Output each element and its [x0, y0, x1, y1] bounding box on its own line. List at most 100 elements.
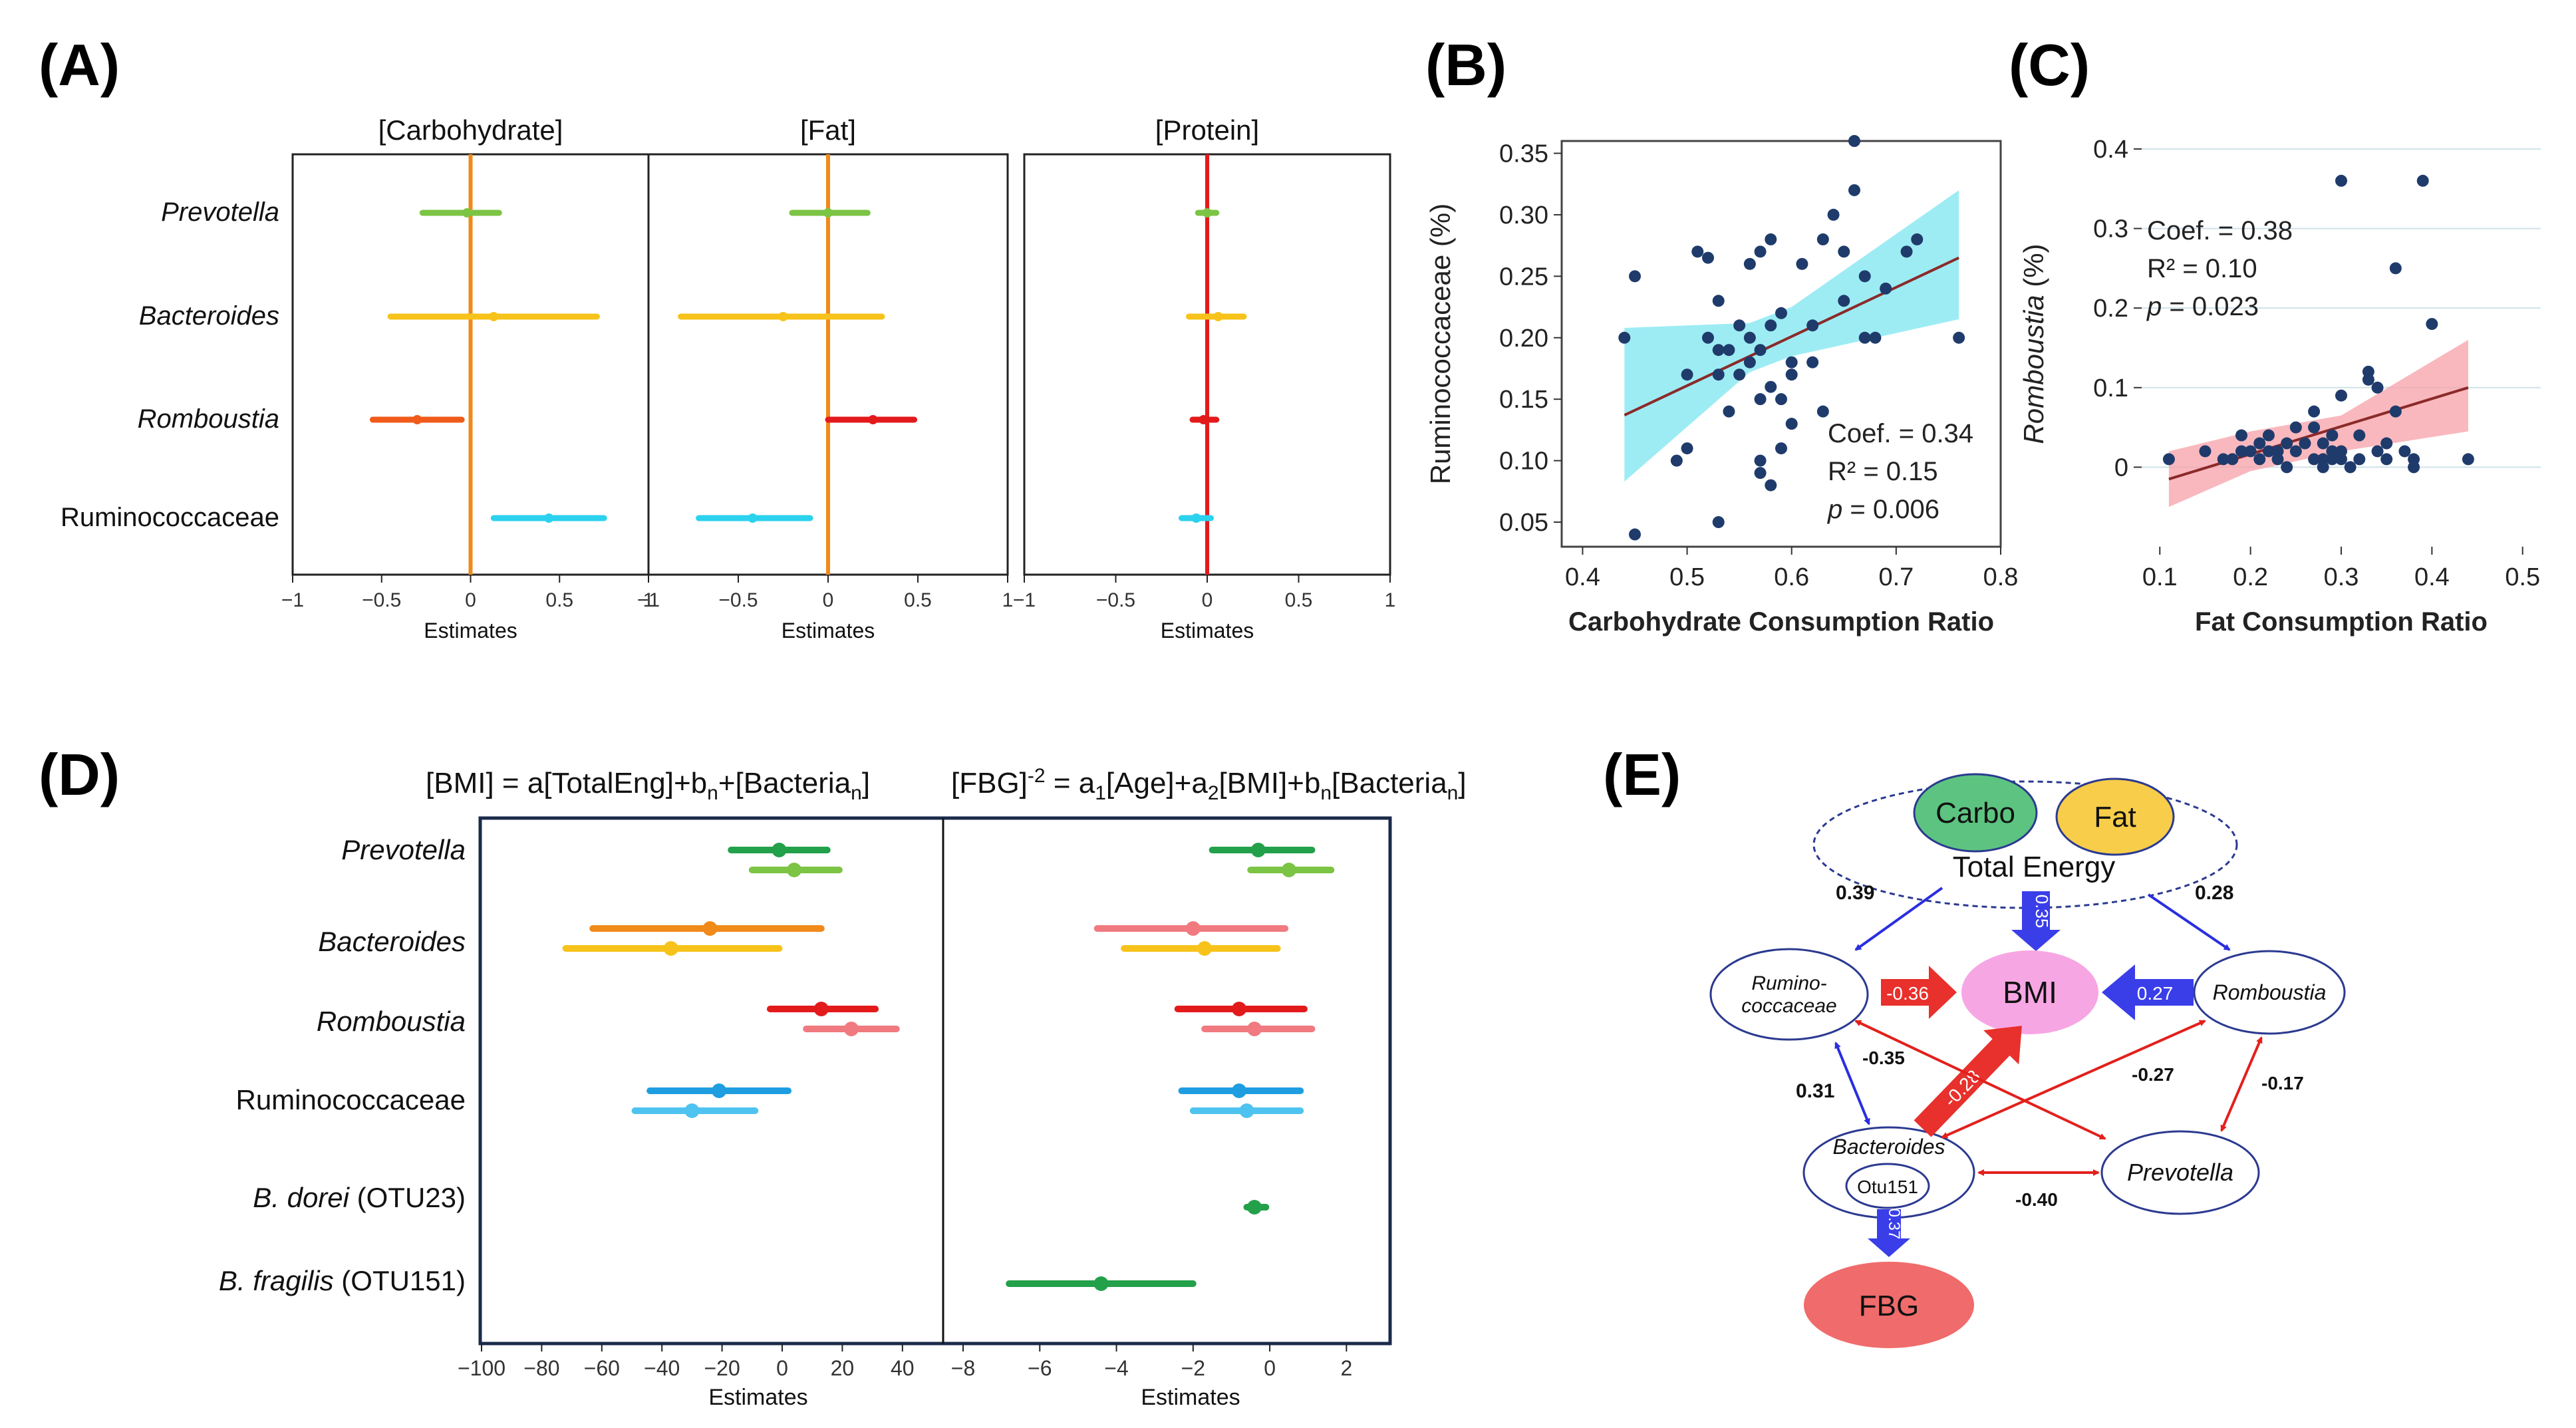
panel-b-data-point [1806, 356, 1819, 368]
panel-c-data-point [2353, 453, 2366, 466]
panel-b-data-point [1754, 245, 1767, 258]
panel-c-y-tick-label: 0.2 [2093, 295, 2128, 323]
panel-b-x-tick-label: 0.7 [1878, 563, 1914, 591]
panel-d-category-label: Bacteroides [318, 926, 466, 957]
panel-c-data-point [2362, 373, 2374, 386]
panel-c-annotation: p = 0.023 [2146, 292, 2259, 321]
panel-c-data-point [2317, 461, 2329, 474]
panel-d-title-right: [FBG]-2 = a1[Age]+a2[BMI]+bn[Bacterian] [951, 765, 1467, 804]
panel-b-data-point [1775, 442, 1787, 455]
panel-b-y-tick-label: 0.05 [1499, 509, 1548, 537]
panel-b-data-point [1681, 368, 1693, 381]
panel-b-x-tick-label: 0.6 [1774, 563, 1809, 591]
panel-c-data-point [2281, 437, 2293, 450]
bmi-node [1961, 950, 2098, 1034]
panel-c-data-point [2344, 461, 2357, 474]
panel-c-data-point [2353, 429, 2366, 442]
panel-d-estimate-point [787, 863, 802, 877]
panel-b-data-point [1785, 418, 1798, 430]
fbg-label: FBG [1859, 1290, 1919, 1322]
panel-d-estimate-point [843, 1022, 859, 1036]
panel-c-annotation: Coef. = 0.38 [2147, 216, 2293, 245]
panel-b-x-tick-label: 0.5 [1669, 563, 1705, 591]
edge-rom-bmi-label: 0.27 [2137, 983, 2174, 1004]
panel-b-data-point [1806, 319, 1819, 332]
panel-b-data-point [1765, 319, 1777, 332]
panel-e-path-diagram: Carbo Fat Total Energy 0.39 0.28 0.35 Ru… [1709, 773, 2346, 1348]
panel-b-data-point [1754, 454, 1767, 467]
edge-rum-bac [1834, 1042, 1870, 1125]
panel-b-data-point [1816, 233, 1829, 245]
panel-b-data-point [1858, 331, 1871, 344]
panel-a-x-axis-label: Estimates [424, 619, 517, 643]
panel-b-data-point [1838, 295, 1850, 307]
panel-c-data-point [2371, 381, 2384, 394]
panel-a-forest-plot: Prevotella Bacteroides Romboustia Ruminococ… [61, 114, 1395, 643]
panel-b-annotation: Coef. = 0.34 [1828, 419, 1973, 448]
panel-d-category-label: Romboustia [317, 1006, 466, 1037]
edge-bac-rom-label: -0.27 [2132, 1064, 2174, 1085]
panel-c-data-point [2217, 453, 2229, 466]
panel-b-data-point [1785, 368, 1798, 381]
panel-a-estimate-point [1213, 312, 1223, 321]
panel-c-annotation: R² = 0.10 [2147, 254, 2257, 283]
fbg-node [1804, 1262, 1974, 1348]
panel-d-estimate-point [813, 1002, 829, 1016]
panel-a-estimate-point [778, 312, 788, 321]
panel-b-data-point [1765, 380, 1777, 393]
panel-c-data-point [2162, 453, 2175, 466]
panel-b-y-tick-label: 0.25 [1499, 263, 1548, 291]
panel-c-x-tick-label: 0.5 [2505, 563, 2540, 591]
panel-b-x-tick-label: 0.8 [1983, 563, 2019, 591]
panel-c-data-point [2426, 318, 2438, 331]
panel-d-x-tick-label: −80 [523, 1356, 559, 1380]
carbo-node [1913, 773, 2038, 853]
panel-b-data-point [1629, 528, 1641, 541]
panel-a-category-label: Romboustia [138, 404, 279, 434]
panel-a-x-tick-label: −1 [637, 589, 660, 611]
panel-a-estimate-point [868, 415, 878, 424]
panel-d-x-tick-label: −40 [644, 1356, 680, 1380]
panel-c-x-tick-label: 0.2 [2233, 563, 2268, 591]
panel-a-x-tick-label: −0.5 [1096, 589, 1135, 611]
panel-c-data-point [2389, 262, 2402, 275]
panel-a-estimate-point [823, 208, 833, 217]
panel-b-scatter-plot: 0.05 0.10 0.15 0.20 0.25 0.30 0.35 0.4 0.5 0.6 0.7… [1425, 135, 2018, 637]
panel-b-data-point [1911, 233, 1924, 245]
panel-b-data-point [1702, 331, 1714, 344]
panel-a-estimate-point [1203, 208, 1212, 217]
panel-d-x-tick-label: 20 [831, 1356, 855, 1380]
panel-c-y-tick-label: 0.1 [2093, 374, 2128, 402]
edge-te-rom [2147, 893, 2231, 951]
panel-b-data-point [1618, 331, 1631, 344]
panel-a-estimate-point [748, 513, 758, 523]
panel-c-data-point [2371, 445, 2384, 458]
panel-c-data-point [2326, 429, 2339, 442]
panel-a-x-tick-label: 0 [1202, 589, 1213, 611]
panel-a-estimate-point [462, 208, 472, 217]
panel-a-estimate-point [544, 513, 554, 523]
panel-c-y-axis-label: Romboustia (%) [2018, 243, 2049, 444]
panel-a-x-axis-label: Estimates [1161, 619, 1254, 643]
panel-d-title-left: [BMI] = a[TotalEng]+bn+[Bacterian] [426, 767, 870, 804]
edge-te-rum [1854, 887, 1943, 951]
panel-a-category-label: Bacteroides [139, 301, 279, 331]
panel-a-x-tick-label: −0.5 [718, 589, 758, 611]
panel-b-data-point [1880, 282, 1892, 295]
romboustia-node [2193, 950, 2346, 1035]
panel-d-x-tick-label: 0 [776, 1356, 788, 1380]
carbo-label: Carbo [1935, 797, 2015, 829]
panel-d-estimate-point [702, 921, 718, 936]
panel-b-data-point [1754, 393, 1767, 406]
panel-a-x-tick-label: 1 [1002, 589, 1014, 611]
panel-c-data-point [2271, 445, 2284, 458]
panel-a-x-tick-label: −1 [1013, 589, 1036, 611]
panel-b-data-point [1785, 356, 1798, 368]
panel-c-data-point [2226, 453, 2239, 466]
panel-b-data-point [1953, 331, 1965, 344]
panel-b-data-point [1733, 368, 1746, 381]
panel-a-subplot-title: [Fat] [800, 114, 856, 146]
panel-c-data-point [2398, 445, 2411, 458]
panel-a-x-tick-label: 0.5 [904, 589, 932, 611]
panel-d-x-tick-label: −6 [1028, 1356, 1052, 1380]
